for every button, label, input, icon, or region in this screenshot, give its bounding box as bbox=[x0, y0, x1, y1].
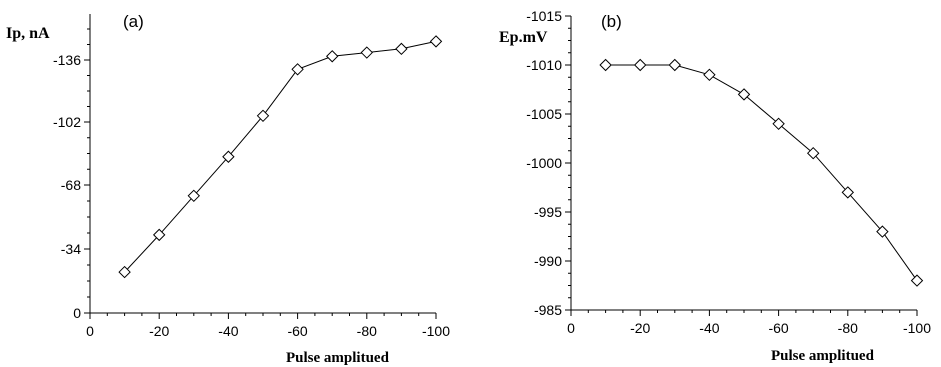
chart-a-x-tick-label: -60 bbox=[287, 323, 307, 339]
chart-b-x-tick-label: -80 bbox=[838, 320, 858, 336]
chart-a-data-point bbox=[222, 150, 235, 163]
chart-a-ticks bbox=[84, 28, 437, 319]
chart-b: (b) Ep.mV Pulse amplitued -985 -990 -995 -1… bbox=[499, 8, 931, 364]
chart-b-markers bbox=[599, 58, 924, 287]
chart-a-data-point bbox=[256, 109, 270, 123]
chart-a-x-tick-label: -40 bbox=[218, 323, 238, 339]
chart-a-x-axis-title: Pulse amplitued bbox=[286, 350, 390, 366]
chart-a-y-tick-label: 0 bbox=[73, 305, 81, 321]
chart-b-x-tick-labels: 0 -20 -40 -60 -80 -100 bbox=[567, 320, 931, 336]
chart-a-data-point bbox=[325, 50, 339, 63]
chart-b-data-point bbox=[806, 146, 820, 160]
chart-a-y-tick-labels: 0 -34 -68 -102 -136 bbox=[53, 52, 81, 321]
chart-b-y-tick-label: -990 bbox=[534, 253, 562, 269]
chart-a-series-line bbox=[124, 40, 437, 273]
chart-b-x-axis-title: Pulse amplitued bbox=[771, 348, 875, 364]
chart-a-data-point bbox=[118, 265, 131, 279]
chart-a-data-point bbox=[291, 63, 304, 76]
chart-a-y-tick-label: -34 bbox=[61, 241, 81, 257]
chart-a-y-tick-label: -136 bbox=[53, 52, 81, 68]
chart-b-x-tick-label: -40 bbox=[699, 320, 719, 336]
chart-a-data-point bbox=[395, 42, 408, 56]
chart-b-x-tick-label: -20 bbox=[630, 320, 650, 336]
chart-a-data-point bbox=[429, 35, 443, 48]
chart-a-markers bbox=[118, 35, 443, 279]
chart-a-x-tick-label: -20 bbox=[149, 323, 169, 339]
chart-b-x-tick-label: -60 bbox=[768, 320, 788, 336]
chart-a-x-tick-labels: 0 -20 -40 -60 -80 -100 bbox=[86, 323, 450, 339]
chart-b-data-point bbox=[668, 58, 682, 72]
chart-b-data-point bbox=[876, 225, 889, 238]
chart-b-y-tick-label: -1005 bbox=[526, 106, 562, 122]
chart-a-x-tick-label: 0 bbox=[86, 323, 94, 339]
chart-a-data-point bbox=[152, 228, 166, 242]
chart-a-data-point bbox=[360, 46, 374, 59]
chart-b-y-tick-label: -995 bbox=[534, 204, 562, 220]
chart-b-y-axis-title: Ep.mV bbox=[499, 29, 548, 46]
chart-a: (a) Ip, nA Pulse amplitued 0 -34 -68 -102 -1… bbox=[6, 12, 450, 366]
chart-a-panel-label: (a) bbox=[123, 12, 144, 31]
chart-b-y-tick-label: -1010 bbox=[526, 57, 562, 73]
chart-b-data-point bbox=[737, 88, 751, 101]
chart-b-panel-label: (b) bbox=[601, 12, 622, 31]
chart-a-x-tick-label: -80 bbox=[357, 323, 377, 339]
chart-b-data-point bbox=[910, 274, 924, 287]
chart-b-data-point bbox=[633, 58, 647, 72]
chart-b-x-tick-label: 0 bbox=[567, 320, 575, 336]
chart-b-y-tick-labels: -985 -990 -995 -1000 -1005 -1010 -1015 bbox=[526, 8, 562, 318]
chart-b-y-tick-label: -1015 bbox=[526, 8, 562, 24]
chart-b-series-line bbox=[605, 64, 918, 281]
chart-b-y-tick-label: -985 bbox=[534, 302, 562, 318]
chart-b-ticks bbox=[565, 15, 918, 316]
chart-b-data-point bbox=[599, 58, 612, 72]
chart-a-y-tick-label: -102 bbox=[53, 114, 81, 130]
chart-b-x-tick-label: -100 bbox=[903, 320, 931, 336]
chart-b-y-tick-label: -1000 bbox=[526, 155, 562, 171]
chart-a-y-axis-title: Ip, nA bbox=[6, 25, 50, 42]
chart-a-y-tick-label: -68 bbox=[61, 177, 81, 193]
chart-b-data-point bbox=[841, 186, 855, 199]
chart-a-data-point bbox=[187, 189, 201, 203]
chart-b-data-point bbox=[772, 117, 785, 131]
chart-a-x-tick-label: -100 bbox=[422, 323, 450, 339]
chart-b-data-point bbox=[703, 68, 716, 82]
